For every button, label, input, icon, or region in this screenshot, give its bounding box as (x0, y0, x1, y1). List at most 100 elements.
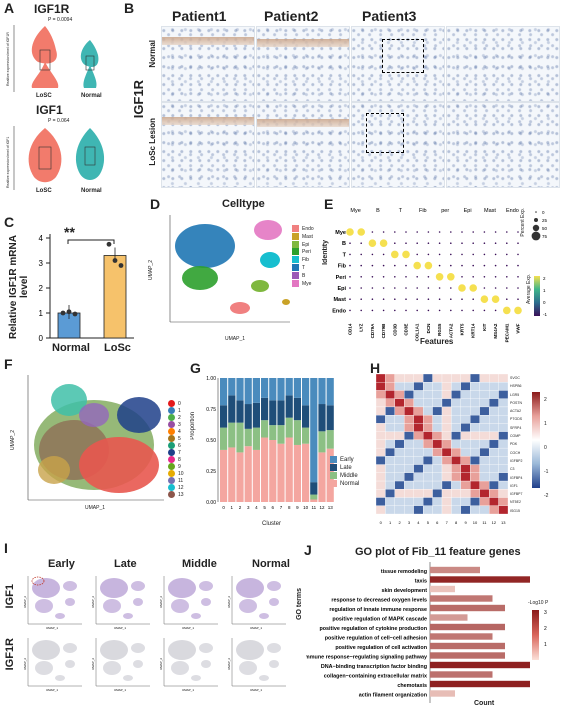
h-cell (460, 489, 471, 498)
h-cell (451, 431, 462, 441)
h-cell (470, 382, 480, 391)
i-row-igf1: IGF1 (4, 584, 16, 609)
e-gene-label: CD3D (392, 323, 397, 336)
panel-label-e: E (324, 196, 334, 212)
g-bar-segment (277, 400, 285, 426)
e-dot (461, 264, 463, 267)
j-bar (430, 585, 455, 593)
h-cell (479, 439, 490, 449)
h-cell (441, 497, 452, 506)
g-xtick-label: 4 (255, 505, 258, 510)
f-legend-label: 6 (178, 443, 181, 450)
i-ylabel: UMAP_2 (91, 658, 95, 670)
e-col-label: Mast (484, 208, 496, 214)
h-colorbar (532, 392, 540, 488)
a-ylabel-1: Realtive expression level of IGF1R (6, 32, 10, 86)
f-legend-item: 5 (168, 435, 184, 443)
g-xtick-label: 7 (280, 505, 283, 510)
c-ytick-label: 0 (39, 334, 44, 343)
f-legend-swatch (168, 449, 175, 457)
a-group-losc-1: LoSC (36, 93, 52, 99)
j-term-label: positive regulation of cytokine producti… (319, 626, 427, 632)
e-dot (506, 276, 508, 278)
h-cell (498, 374, 508, 383)
f-legend-label: 8 (178, 457, 181, 464)
e-dot (517, 264, 519, 267)
h-cell (404, 456, 414, 465)
e-dot (461, 242, 463, 244)
h-cell (404, 480, 414, 490)
h-cell (470, 447, 480, 457)
i-feature-umap: UMAP_1 UMAP_2 (158, 572, 222, 630)
j-legend-tick: 1 (544, 642, 547, 648)
e-dot (483, 276, 486, 278)
j-bar (430, 680, 530, 688)
h-cell (413, 472, 424, 482)
e-dot (469, 284, 477, 292)
e-xlabel: Features (420, 337, 454, 346)
e-dot (405, 242, 407, 244)
e-gene-label: CD79B (381, 323, 386, 339)
e-dot (517, 242, 519, 244)
i-feature-umap: UMAP_1 UMAP_2 (226, 572, 290, 630)
e-dot (483, 253, 486, 256)
h-cell (479, 415, 490, 424)
h-cell (432, 464, 443, 473)
h-cell (413, 489, 424, 498)
j-term-label: taxis (415, 579, 427, 585)
h-cell (376, 406, 386, 416)
e-dot (506, 242, 508, 244)
h-cell (385, 398, 396, 408)
e-dot (461, 309, 463, 312)
j-term-label: DNA−binding transcription factor binding (321, 664, 427, 670)
e-legend-dot (535, 211, 537, 213)
i-umap-region (123, 675, 133, 681)
e-legend-avg-label: -1 (543, 312, 547, 317)
i-feature-umap: UMAP_1 UMAP_2 (22, 634, 86, 692)
g-ytick-label: 1.00 (206, 376, 216, 382)
i-xlabel: UMAP_1 (46, 688, 58, 692)
e-dot (438, 242, 441, 244)
f-legend-item: 7 (168, 449, 184, 457)
g-bar-segment (318, 431, 326, 453)
h-cell (394, 480, 405, 490)
h-cell (422, 497, 433, 506)
h-cell (432, 423, 443, 432)
h-cell (451, 439, 462, 449)
e-dot (506, 264, 508, 267)
e-dot (405, 231, 407, 233)
j-legend-title: -Log10 P (528, 600, 549, 606)
h-cell (404, 406, 414, 416)
j-ylabel: GO terms (296, 588, 303, 620)
e-dot (438, 298, 441, 300)
h-cell (385, 423, 396, 432)
h-cell (470, 489, 480, 498)
e-dot (472, 242, 474, 244)
e-gene-label: VWF (516, 323, 521, 333)
h-cell (498, 431, 508, 441)
d-legend-item: Peri (292, 248, 314, 256)
g-bar-segment (310, 482, 318, 495)
a-plot2-p: P = 0.064 (48, 118, 70, 124)
g-bar-segment (228, 447, 236, 502)
h-gene-list: SVOC HSPB6 LGR5 POSTN ACTA2 PTGDS SFRP4 COMP PDK… (510, 374, 522, 515)
e-dot (394, 276, 396, 278)
e-dot (371, 309, 374, 312)
i-umap-svg: UMAP_1 UMAP_2 (91, 576, 150, 630)
h-cell (460, 415, 471, 424)
h-cell (498, 505, 508, 515)
h-cell (376, 423, 386, 432)
h-cell (394, 497, 405, 506)
e-dot (405, 309, 407, 312)
e-dot (416, 253, 418, 256)
h-cell (498, 439, 508, 449)
g-bar-segment (269, 440, 277, 502)
i-umap-region (236, 640, 264, 660)
f-legend-item: 0 (168, 400, 184, 407)
c-cat-losc: LoSc (104, 342, 131, 354)
h-cell (451, 374, 462, 383)
e-gene-label: RGS5 (437, 323, 442, 336)
e-dot (427, 287, 430, 289)
h-cell (413, 423, 424, 432)
h-cell (413, 456, 424, 465)
